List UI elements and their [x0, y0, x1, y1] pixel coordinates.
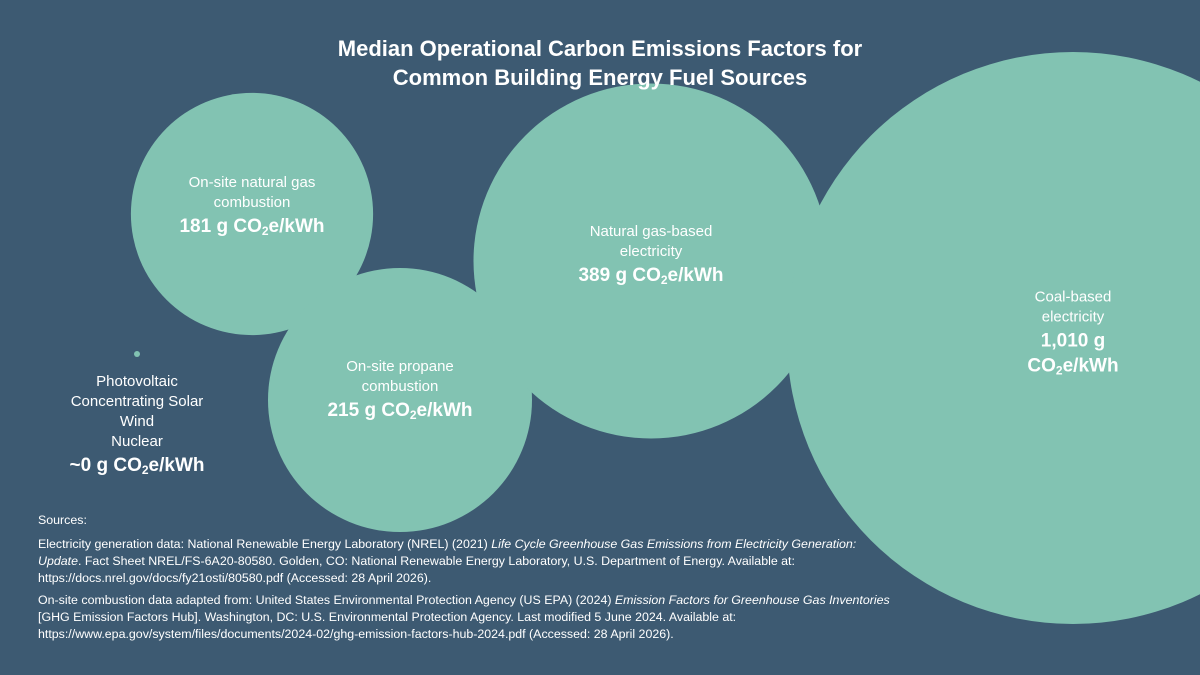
category-line: Concentrating Solar	[70, 393, 204, 410]
label-natural-gas-electricity: Natural gas-based electricity 389 g CO2e…	[578, 222, 723, 288]
source-combustion: On-site combustion data adapted from: Un…	[38, 593, 890, 641]
value-label: 1,010 g CO2e/kWh	[1027, 330, 1119, 378]
sources-heading: Sources:	[38, 513, 87, 527]
value-label: 389 g CO2e/kWh	[578, 265, 724, 287]
chart-title-line-1: Median Operational Carbon Emissions Fact…	[337, 36, 863, 61]
category-line: Nuclear	[111, 433, 163, 450]
bubble-photovoltaic-etc	[134, 351, 140, 357]
bubble-natural-gas-electricity	[473, 83, 829, 439]
bubble-coal-electricity	[787, 52, 1200, 624]
category-line: combustion	[213, 194, 291, 211]
chart-title: Median Operational Carbon Emissions Fact…	[0, 34, 1200, 92]
source-electricity: Electricity generation data: National Re…	[38, 537, 857, 585]
label-photovoltaic-etc: Photovoltaic Concentrating Solar Wind Nu…	[70, 372, 205, 478]
category-line: On-site propane	[346, 358, 454, 375]
category-line: Coal-based	[1034, 288, 1112, 306]
label-propane-combustion: On-site propane combustion 215 g CO2e/kW…	[327, 357, 472, 423]
value-label: 181 g CO2e/kWh	[179, 216, 325, 238]
label-natural-gas-combustion: On-site natural gas combustion 181 g CO2…	[179, 173, 324, 239]
category-line: electricity	[1041, 308, 1105, 326]
category-line: Natural gas-based	[589, 223, 713, 240]
category-line: Wind	[119, 413, 155, 430]
label-coal-electricity: Coal-based electricity 1,010 g CO2e/kWh	[1010, 288, 1137, 379]
category-line: Photovoltaic	[96, 373, 178, 390]
chart-title-line-2: Common Building Energy Fuel Sources	[392, 65, 808, 90]
category-line: combustion	[361, 378, 439, 395]
bubble-propane-combustion	[268, 268, 532, 532]
bubble-natural-gas-combustion	[130, 92, 374, 336]
value-label: 215 g CO2e/kWh	[327, 400, 473, 422]
sources-section: Sources: Electricity generation data: Na…	[38, 512, 898, 648]
category-line: On-site natural gas	[188, 174, 316, 191]
category-line: electricity	[619, 243, 683, 260]
value-label: ~0 g CO2e/kWh	[69, 455, 205, 477]
